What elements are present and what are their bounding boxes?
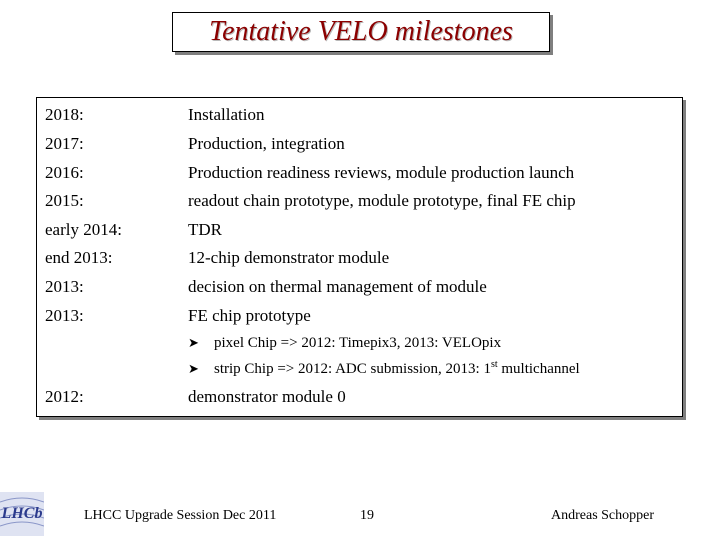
milestone-row: end 2013: 12-chip demonstrator module (37, 244, 682, 272)
sub-item-text: pixel Chip => 2012: Timepix3, 2013: VELO… (214, 335, 502, 351)
slide-title: Tentative VELO milestones (209, 16, 513, 47)
milestone-text: Production, integration (188, 134, 345, 153)
milestone-row: early 2014: TDR (37, 216, 682, 244)
milestone-row: 2013: decision on thermal management of … (37, 273, 682, 301)
milestone-text: 12-chip demonstrator module (188, 248, 390, 267)
page-number: 19 (360, 508, 374, 523)
milestone-row: 2018: Installation (37, 101, 682, 129)
milestone-row: 2015: readout chain prototype, module pr… (37, 187, 682, 215)
milestone-year: 2018: (45, 105, 84, 124)
milestone-year: 2016: (45, 163, 84, 182)
milestones-box: 2018: Installation 2017: Production, int… (36, 97, 683, 417)
milestone-row: 2012: demonstrator module 0 (37, 383, 682, 411)
milestone-text: decision on thermal management of module (188, 277, 487, 296)
logo-text: LHCb (1, 505, 43, 522)
milestone-year: 2013: (45, 306, 84, 325)
milestone-row: 2017: Production, integration (37, 130, 682, 158)
milestone-row: 2016: Production readiness reviews, modu… (37, 159, 682, 187)
sub-item-superscript: st (490, 359, 498, 370)
footer-author: Andreas Schopper (551, 508, 655, 523)
milestone-year: end 2013: (45, 248, 113, 267)
milestone-year: 2015: (45, 191, 84, 210)
milestone-text: FE chip prototype (188, 306, 311, 325)
milestone-text: TDR (188, 220, 222, 239)
lhcb-logo: LHCb (0, 492, 44, 536)
milestone-year: early 2014: (45, 220, 122, 239)
sub-item-strip-chip: ➤ strip Chip => 2012: ADC submission, 201… (188, 356, 580, 383)
sub-item-text-after: multichannel (497, 361, 580, 377)
arrow-bullet-icon: ➤ (188, 336, 199, 351)
sub-item-text: strip Chip => 2012: ADC submission, 2013… (214, 361, 491, 377)
milestone-text: readout chain prototype, module prototyp… (188, 191, 576, 210)
milestone-year: 2012: (45, 387, 84, 406)
arrow-bullet-icon: ➤ (188, 362, 199, 377)
milestone-year: 2013: (45, 277, 84, 296)
milestone-text: demonstrator module 0 (188, 387, 346, 406)
sub-item-pixel-chip: ➤ pixel Chip => 2012: Timepix3, 2013: VEL… (188, 330, 501, 357)
title-box: Tentative VELO milestones (172, 12, 550, 52)
footer-session: LHCC Upgrade Session Dec 2011 (84, 508, 277, 523)
milestone-text: Production readiness reviews, module pro… (188, 163, 575, 182)
milestone-year: 2017: (45, 134, 84, 153)
milestone-text: Installation (188, 105, 265, 124)
milestone-row: 2013: FE chip prototype (37, 302, 682, 330)
